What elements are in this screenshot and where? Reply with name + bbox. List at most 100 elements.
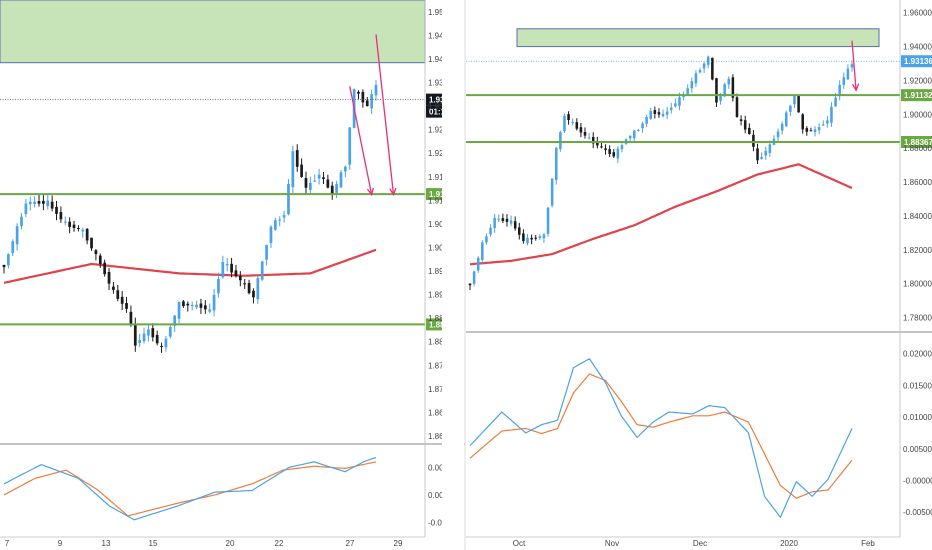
left-candle: [230, 257, 233, 278]
left-candle-body: [103, 262, 107, 275]
right-candle: [472, 270, 476, 287]
left-candle: [138, 333, 142, 348]
left-candle: [313, 174, 317, 183]
right-candle: [600, 141, 603, 149]
left-candle: [155, 330, 159, 346]
left-candle: [20, 212, 23, 230]
left-time-axis-label: 13: [102, 539, 111, 548]
left-candle: [160, 342, 163, 353]
right-candle: [616, 146, 620, 164]
right-candle-body: [645, 116, 648, 124]
right-candle: [842, 72, 846, 89]
left-candle: [112, 282, 115, 294]
right-price-axis-label: 1.92000: [903, 76, 932, 85]
left-candle-body: [256, 278, 260, 300]
left-candle-body: [2, 264, 6, 268]
right-price-axis-label: 1.82000: [903, 246, 932, 255]
left-candle-body: [116, 290, 120, 299]
left-candle: [63, 216, 67, 226]
left-candle: [374, 79, 378, 101]
right-price-axis-label: 1.90000: [903, 110, 932, 119]
right-candle: [797, 94, 800, 113]
right-candle: [501, 213, 505, 224]
left-candle-body: [300, 164, 303, 177]
left-oscillator-macd-line: [3, 456, 377, 521]
right-panel: 1.91132 1.88367 1.93136 1.96000 1.94000 1.920…: [466, 0, 932, 548]
left-candle: [24, 199, 28, 217]
right-candle-body: [530, 237, 533, 240]
right-candle: [711, 57, 714, 81]
left-candle: [33, 196, 36, 208]
right-candle-body: [809, 130, 813, 132]
right-candle-body: [563, 115, 566, 132]
left-candle: [2, 264, 6, 274]
left-candle: [348, 127, 352, 170]
left-candle: [295, 144, 299, 172]
left-candle-body: [155, 334, 159, 344]
right-oscillator-axis-label: 0.00500: [903, 445, 932, 454]
left-candle-body: [260, 261, 264, 280]
left-candle-body: [24, 203, 28, 214]
right-candle: [641, 121, 644, 133]
left-candle: [142, 327, 146, 344]
left-candle-body: [365, 100, 369, 107]
left-oscillator-signal-line: [3, 461, 377, 517]
right-candle-body: [834, 97, 837, 107]
left-candle: [365, 96, 369, 107]
left-candle-body: [247, 283, 251, 294]
right-candle: [546, 206, 550, 237]
right-candle-body: [850, 64, 854, 68]
left-candle: [125, 296, 128, 313]
right-candle-body: [522, 233, 525, 242]
left-candle-body: [199, 303, 203, 308]
right-candle: [735, 93, 739, 118]
right-candle: [752, 130, 755, 152]
right-candle-body: [653, 110, 657, 114]
right-projection-arrow: [851, 40, 860, 92]
right-candle-body: [620, 145, 624, 150]
left-candle-body: [234, 270, 238, 277]
right-support-level-label: 1.88367: [904, 138, 932, 147]
right-candle: [706, 55, 710, 69]
right-price-axis-label: 1.80000: [903, 280, 932, 289]
left-candle: [265, 244, 268, 266]
right-candle: [850, 60, 854, 72]
right-candle: [743, 115, 747, 134]
left-candle: [256, 276, 260, 304]
right-candle-body: [534, 237, 537, 239]
right-candle: [748, 123, 751, 135]
left-candle: [68, 217, 72, 234]
right-candle: [653, 106, 657, 119]
right-candle-body: [764, 150, 768, 156]
right-support-level-tag: 1.88367: [901, 135, 932, 148]
right-candle-body: [567, 114, 570, 121]
left-candle: [50, 195, 54, 212]
right-candle: [805, 126, 809, 136]
right-candle-body: [776, 131, 780, 138]
right-candle-body: [793, 94, 796, 105]
right-candle: [702, 61, 706, 73]
right-candle-body: [633, 130, 636, 139]
right-candle-body: [813, 129, 817, 133]
left-candle-body: [90, 237, 93, 249]
right-candle-body: [842, 77, 846, 85]
right-support-level-tag-bg: [901, 135, 932, 148]
left-candle-body: [77, 228, 80, 230]
left-candle-body: [20, 216, 23, 227]
right-candle: [665, 106, 669, 120]
right-candle: [522, 229, 525, 244]
left-candle-body: [68, 221, 72, 227]
right-time-axis-label: Oct: [513, 539, 526, 548]
right-time-axis-label: Dec: [693, 539, 707, 548]
left-candle: [269, 225, 273, 248]
left-candle-body: [55, 206, 58, 214]
left-candle: [168, 325, 172, 339]
left-resistance-zone: [0, 0, 426, 64]
right-price-tag-label: 1.93136: [904, 57, 932, 66]
left-candle-body: [287, 183, 290, 215]
left-candle-body: [304, 178, 308, 188]
right-candle-body: [686, 88, 689, 95]
left-candle: [116, 284, 120, 302]
right-candle-body: [493, 217, 496, 229]
left-candle-body: [230, 263, 233, 273]
